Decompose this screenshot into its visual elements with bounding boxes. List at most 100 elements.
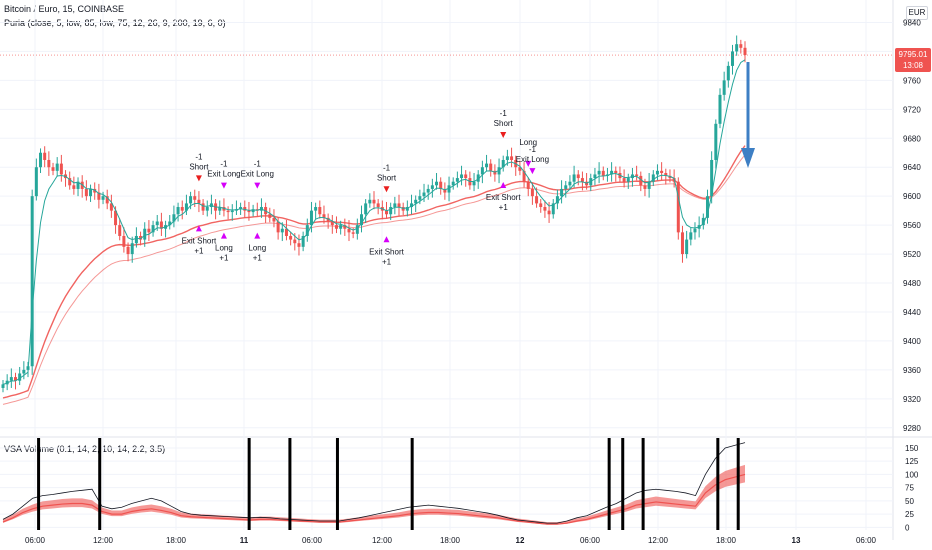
candle-body — [422, 192, 426, 197]
volume-pane — [2, 438, 746, 530]
volume-tick-label: 50 — [905, 497, 914, 506]
candle-body — [139, 235, 143, 240]
candle-body — [547, 210, 551, 215]
candle-body — [134, 235, 138, 244]
candle-body — [551, 203, 555, 215]
candle-body — [660, 170, 664, 174]
candle-body — [143, 228, 147, 240]
candle-body — [680, 232, 684, 255]
candle-body — [176, 207, 180, 215]
signal-arrow-down — [525, 160, 532, 167]
y-tick-label: 9360 — [903, 366, 921, 375]
candle-body — [622, 178, 626, 182]
candle-body — [647, 181, 651, 189]
candle-body — [539, 203, 543, 208]
candle-body — [430, 185, 434, 189]
x-tick-label: 13 — [792, 536, 801, 545]
candle-body — [397, 203, 401, 208]
fast-ma — [2, 59, 746, 385]
x-tick-label: 06:00 — [302, 536, 323, 545]
candle-body — [714, 123, 718, 160]
price-label-bg — [895, 48, 931, 73]
candle-body — [268, 214, 272, 218]
candle-body — [109, 203, 113, 211]
signal-label: -1 — [383, 163, 391, 172]
candle-body — [522, 170, 526, 182]
candle-body — [284, 228, 288, 236]
signal-label: Exit Long — [516, 155, 549, 164]
signal-label: Exit Short — [486, 193, 521, 202]
candle-body — [489, 163, 493, 171]
slow-ma — [2, 145, 746, 405]
candle-body — [501, 159, 505, 168]
slow-ma-line — [2, 145, 746, 399]
candle-body — [184, 203, 188, 211]
candle-body — [730, 51, 734, 66]
volume-spike — [716, 438, 720, 530]
y-tick-label: 9840 — [903, 18, 921, 27]
candle-body — [376, 203, 380, 208]
candle-body — [322, 214, 326, 218]
x-tick-label: 06:00 — [856, 536, 877, 545]
candle-body — [743, 47, 747, 56]
volume-tick-label: 100 — [905, 470, 919, 479]
x-tick-label: 12:00 — [372, 536, 393, 545]
candle-body — [426, 188, 430, 193]
candle-body — [168, 221, 172, 226]
volume-tick-label: 25 — [905, 510, 914, 519]
x-tick-label: 12:00 — [648, 536, 669, 545]
candle-body — [664, 173, 668, 176]
candle-body — [351, 232, 355, 234]
volume-spike — [736, 438, 740, 530]
candles — [1, 35, 747, 393]
candle-body — [326, 217, 330, 222]
candle-body — [643, 185, 647, 189]
fast-ma-line — [2, 59, 746, 385]
currency-badge[interactable]: EUR — [906, 6, 928, 20]
x-tick-label: 06:00 — [580, 536, 601, 545]
signal-label: Exit Long — [241, 170, 274, 179]
candle-body — [318, 207, 322, 215]
signal-label: +1 — [499, 203, 509, 212]
candle-body — [122, 235, 126, 247]
signal-arrow-down — [383, 186, 390, 193]
candle-body — [464, 174, 468, 179]
volume-spike — [410, 438, 414, 530]
volume-spike — [621, 438, 625, 530]
x-tick-label: 12:00 — [93, 536, 114, 545]
signal-label: Long — [248, 244, 266, 253]
candle-body — [614, 170, 618, 174]
candle-body — [276, 221, 280, 233]
y-tick-label: 9560 — [903, 221, 921, 230]
candle-body — [580, 178, 584, 182]
candle-body — [330, 221, 334, 226]
candle-body — [14, 377, 18, 381]
candle-body — [126, 246, 130, 255]
candle-body — [155, 221, 159, 226]
candle-body — [560, 188, 564, 197]
signal-label: Long — [519, 138, 537, 147]
candle-body — [30, 196, 34, 367]
candle-body — [543, 207, 547, 211]
candle-body — [722, 80, 726, 95]
big-arrow-head — [741, 148, 755, 168]
price-label-value: 9795.01 — [899, 50, 928, 59]
candle-body — [564, 185, 568, 189]
candle-body — [739, 44, 743, 48]
volume-spike — [335, 438, 339, 530]
candle-body — [347, 228, 351, 233]
candle-body — [289, 235, 293, 240]
signal-label: +1 — [382, 257, 392, 266]
candle-body — [639, 175, 643, 186]
candle-body — [55, 163, 59, 171]
candle-body — [447, 185, 451, 193]
candle-body — [314, 207, 318, 211]
signal-label: Short — [494, 119, 514, 128]
candle-body — [505, 156, 509, 160]
candle-body — [205, 207, 209, 211]
candle-body — [705, 196, 709, 218]
volume-spike — [607, 438, 611, 530]
volume-tick-label: 150 — [905, 444, 919, 453]
